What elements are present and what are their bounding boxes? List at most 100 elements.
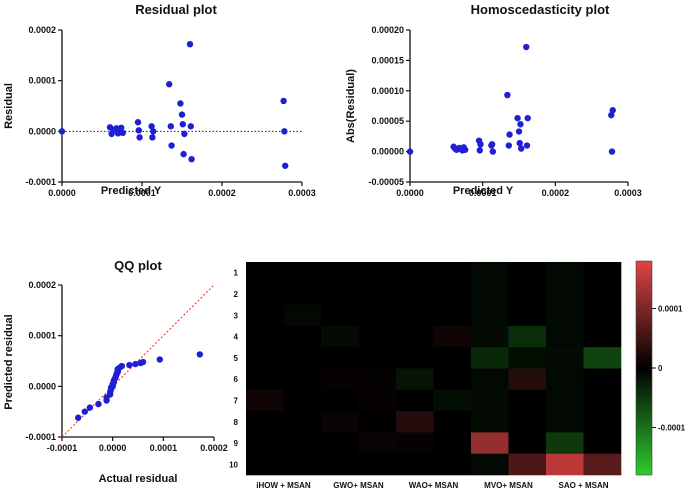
residual-plot-point xyxy=(179,121,186,128)
homoscedasticity-plot-point xyxy=(477,141,484,148)
heatmap-cell xyxy=(358,262,397,284)
homoscedasticity-plot-point xyxy=(517,145,525,152)
heatmap-cell xyxy=(583,262,622,284)
residual-plot-marks: 0.0000 0.0001 0.0002 0.0003-0.00010.00000.0… xyxy=(25,25,315,198)
qq-plot-y-tick-label: 0.0001 xyxy=(28,331,56,341)
heatmap-cell xyxy=(321,347,359,369)
homoscedasticity-plot-point xyxy=(488,141,496,148)
residual-plot-ylabel: Residual xyxy=(3,83,15,129)
homoscedasticity-plot-point xyxy=(524,114,531,122)
residual-plot-y-tick-label: 0.0002 xyxy=(28,25,56,35)
heatmap-cell xyxy=(583,368,622,391)
qq-plot-point xyxy=(126,361,133,369)
qq-plot-y-tick-label: 0.0002 xyxy=(28,280,56,290)
homoscedasticity-plot-point xyxy=(506,131,513,138)
homoscedasticity-plot-point xyxy=(523,142,531,149)
residual-plot-y-tick-label: 0.0000 xyxy=(28,126,56,136)
heatmap-cell xyxy=(321,411,359,433)
heatmap: 1 2 3 4 5 6 7 8 9 10 iHOW + MSAN GWO+ MSAN WAO+ MSAN… xyxy=(229,260,685,490)
residual-plot-x-tick-label: 0.0003 xyxy=(288,188,316,198)
heatmap-cell xyxy=(583,304,622,327)
heatmap-cell xyxy=(396,283,434,305)
heatmap-cell xyxy=(358,283,397,305)
heatmap-cell xyxy=(283,411,322,433)
heatmap-cell xyxy=(246,262,284,284)
residual-plot-point xyxy=(181,130,188,138)
residual-plot-point xyxy=(134,119,142,126)
heatmap-row-label: 1 xyxy=(234,269,239,278)
heatmap-cell xyxy=(508,389,547,412)
heatmap-cell xyxy=(358,389,397,412)
heatmap-cell xyxy=(546,262,584,284)
heatmap-cell xyxy=(433,283,472,305)
heatmap-cell xyxy=(583,347,622,369)
residual-plot-xlabel: Predicted Y xyxy=(101,185,162,197)
residual-plot-y-tick-label: 0.0001 xyxy=(28,76,56,86)
qq-plot-point xyxy=(196,351,204,358)
heatmap-cell xyxy=(508,304,547,327)
heatmap-cell xyxy=(246,347,284,369)
homoscedasticity-plot-point xyxy=(516,139,523,147)
homoscedasticity-plot-title: Homoscedasticity plot xyxy=(471,2,610,17)
residual-plot-point xyxy=(178,111,186,118)
residual-plot-point xyxy=(136,134,143,141)
heatmap-cell xyxy=(508,453,547,476)
heatmap-cell xyxy=(433,432,472,454)
residual-plot-point xyxy=(186,40,194,48)
qq-plot-point xyxy=(81,408,89,415)
heatmap-cell xyxy=(321,262,359,284)
heatmap-row-label: 10 xyxy=(229,460,238,469)
homoscedasticity-plot-y-tick-label: 0.00010 xyxy=(371,86,404,96)
heatmap-cell xyxy=(283,283,322,305)
heatmap-cell xyxy=(396,411,434,433)
heatmap-colorbar xyxy=(635,260,653,476)
heatmap-row-label: 8 xyxy=(234,418,239,427)
heatmap-cell xyxy=(508,368,547,391)
heatmap-cell xyxy=(546,411,584,433)
heatmap-cell xyxy=(433,368,472,391)
homoscedasticity-plot-point xyxy=(608,148,616,155)
homoscedasticity-plot-y-tick-label: -0.00005 xyxy=(368,177,404,187)
heatmap-cell xyxy=(433,304,472,327)
residual-plot-point xyxy=(282,162,289,169)
residual-plot-x-tick-label: 0.0001 xyxy=(128,188,156,198)
heatmap-colorbar-tick-label: -0.0001 xyxy=(658,423,685,432)
qq-plot-point xyxy=(75,414,82,421)
heatmap-cell xyxy=(583,325,622,348)
qq-plot-xlabel: Actual residual xyxy=(99,473,178,485)
heatmap-cell xyxy=(546,283,584,305)
homoscedasticity-plot-point xyxy=(523,43,530,51)
homoscedasticity-plot: Homoscedasticity plot Predicted Y Abs(Re… xyxy=(345,2,642,198)
heatmap-row-label: 6 xyxy=(234,375,239,384)
residual-plot-point xyxy=(118,124,125,131)
heatmap-cell xyxy=(546,389,584,412)
homoscedasticity-plot-point xyxy=(476,147,483,154)
homoscedasticity-plot-x-tick-label: 0.0001 xyxy=(469,188,497,198)
heatmap-colorbar-tick-label: 0.0001 xyxy=(658,305,683,314)
homoscedasticity-plot-point xyxy=(608,111,615,119)
heatmap-cell xyxy=(246,325,284,348)
heatmap-cell xyxy=(321,432,359,454)
homoscedasticity-plot-x-tick-label: 0.0002 xyxy=(542,188,570,198)
heatmap-cell xyxy=(396,389,434,412)
qq-plot-x-tick-label: 0.0000 xyxy=(99,443,127,453)
heatmap-cell xyxy=(358,453,397,476)
heatmap-cell xyxy=(246,304,284,327)
homoscedasticity-plot-y-tick-label: 0.00020 xyxy=(371,25,404,35)
qq-plot-marks: -0.0001 0.0000 0.0001 0.0002 -0.0001 0.0000 0.… xyxy=(25,280,227,453)
homoscedasticity-plot-point xyxy=(462,146,469,153)
heatmap-cell xyxy=(246,432,284,454)
heatmap-cell xyxy=(283,347,322,369)
heatmap-cell xyxy=(546,347,584,369)
heatmap-cell xyxy=(583,283,622,305)
heatmap-cell xyxy=(583,411,622,433)
heatmap-cell xyxy=(433,347,472,369)
heatmap-cell xyxy=(546,325,584,348)
heatmap-cell xyxy=(546,432,584,454)
heatmap-row-label: 3 xyxy=(234,311,239,320)
heatmap-cell xyxy=(321,304,359,327)
qq-plot-x-tick-label: 0.0002 xyxy=(200,443,228,453)
heatmap-cell xyxy=(321,368,359,391)
qq-plot-title: QQ plot xyxy=(114,258,162,273)
heatmap-row-label: 7 xyxy=(234,396,239,405)
